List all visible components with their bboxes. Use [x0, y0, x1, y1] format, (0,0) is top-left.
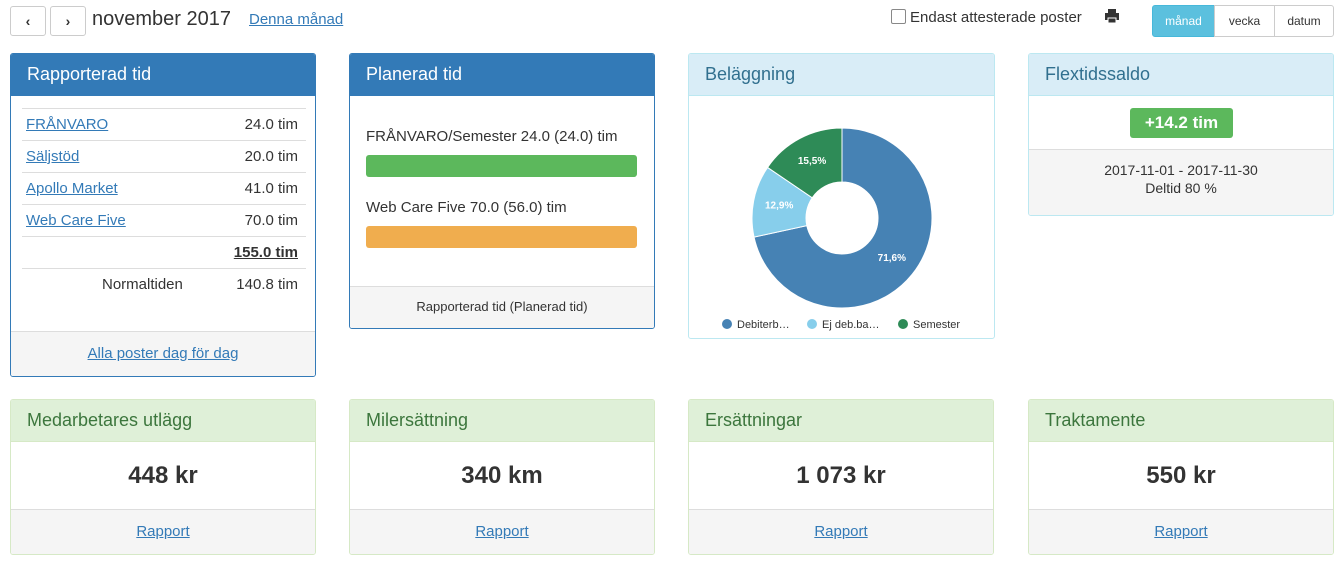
legend-label: Semester [913, 319, 960, 331]
summary-value: 1 073 kr [796, 462, 886, 489]
legend-dot [722, 319, 732, 329]
reported-panel: Rapporterad tid FRÅNVARO 24.0 tim Säljstö… [10, 53, 316, 377]
plan-label: Web Care Five 70.0 (56.0) tim [366, 199, 567, 216]
row-link[interactable]: Säljstöd [26, 148, 80, 165]
row-value: 20.0 tim [244, 148, 298, 165]
panel-title: Flextidssaldo [1029, 54, 1333, 96]
summary-value: 550 kr [1146, 462, 1216, 489]
occupancy-panel: Beläggning 71,6% 12,9% 15,5% Debiterb… Ej de… [688, 53, 995, 339]
pie-slice [753, 127, 933, 309]
month: november 2017 [92, 8, 231, 30]
panel-footer: Rapporterad tid (Planerad tid) [350, 286, 654, 328]
current-month-link[interactable]: Denna månad [249, 11, 344, 28]
report-link[interactable]: Rapport [814, 523, 868, 540]
summary-panel: Traktamente 550 kr Rapport [1028, 399, 1334, 555]
pie-slice [766, 127, 843, 199]
slice-label: 12,9% [765, 200, 793, 211]
print-icon[interactable] [1104, 8, 1120, 24]
summary-panel: Medarbetares utlägg 448 kr Rapport [10, 399, 316, 555]
legend-label: Ej deb.ba… [822, 319, 879, 331]
panel-title: Ersättningar [689, 400, 993, 442]
row-value: 24.0 tim [244, 116, 298, 133]
legend-dot [898, 319, 908, 329]
summary-value: 448 kr [128, 462, 198, 489]
view-button[interactable]: månad [1152, 5, 1215, 37]
prev-button[interactable]: ‹ [10, 6, 46, 36]
row-value: 41.0 tim [244, 180, 298, 197]
next-button[interactable]: › [50, 6, 86, 36]
normal-value: 140.8 tim [236, 276, 298, 293]
period: 2017-11-01 - 2017-11-30 [1104, 162, 1258, 178]
report-link[interactable]: Rapport [475, 523, 529, 540]
summary-value: 340 km [461, 462, 543, 489]
panel-title: Traktamente [1029, 400, 1333, 442]
note: Deltid 80 % [1145, 180, 1217, 196]
legend-label: Debiterb… [737, 319, 790, 331]
row-link[interactable]: FRÅNVARO [26, 116, 109, 133]
view-button[interactable]: vecka [1214, 5, 1275, 37]
checkbox-label: Endast attesterade poster [910, 9, 1082, 26]
legend-dot [807, 319, 817, 329]
row-link[interactable]: Apollo Market [26, 180, 118, 197]
row-link[interactable]: Web Care Five [26, 212, 126, 229]
view-button[interactable]: datum [1274, 5, 1334, 37]
panel-title: Rapporterad tid [11, 54, 315, 96]
panel-title: Medarbetares utlägg [11, 400, 315, 442]
normal-label: Normaltiden [102, 276, 183, 293]
progress-bar [366, 226, 637, 248]
report-link[interactable]: Rapport [136, 523, 190, 540]
summary-panel: Ersättningar 1 073 kr Rapport [688, 399, 994, 555]
donut-chart: 71,6% 12,9% 15,5% Debiterb… Ej deb.ba… Semest… [722, 127, 960, 331]
planned-panel: Planerad tid FRÅNVARO/Semester 24.0 (24.… [349, 53, 655, 329]
slice-label: 15,5% [798, 156, 826, 167]
panel-title: Beläggning [689, 54, 994, 96]
footer-link[interactable]: Alla poster dag för dag [87, 345, 239, 362]
summary-panel: Milersättning 340 km Rapport [349, 399, 655, 555]
total: 155.0 tim [233, 244, 298, 261]
slice-label: 71,6% [878, 253, 906, 264]
flex-panel: Flextidssaldo +14.2 tim 2017-11-01 - 201… [1028, 53, 1334, 216]
checkbox[interactable] [891, 9, 906, 24]
balance-badge: +14.2 tim [1130, 108, 1233, 138]
report-link[interactable]: Rapport [1154, 523, 1208, 540]
panel-title: Milersättning [350, 400, 654, 442]
plan-label: FRÅNVARO/Semester 24.0 (24.0) tim [366, 128, 618, 145]
panel-title: Planerad tid [350, 54, 654, 96]
progress-bar [366, 155, 637, 177]
row-value: 70.0 tim [244, 212, 298, 229]
